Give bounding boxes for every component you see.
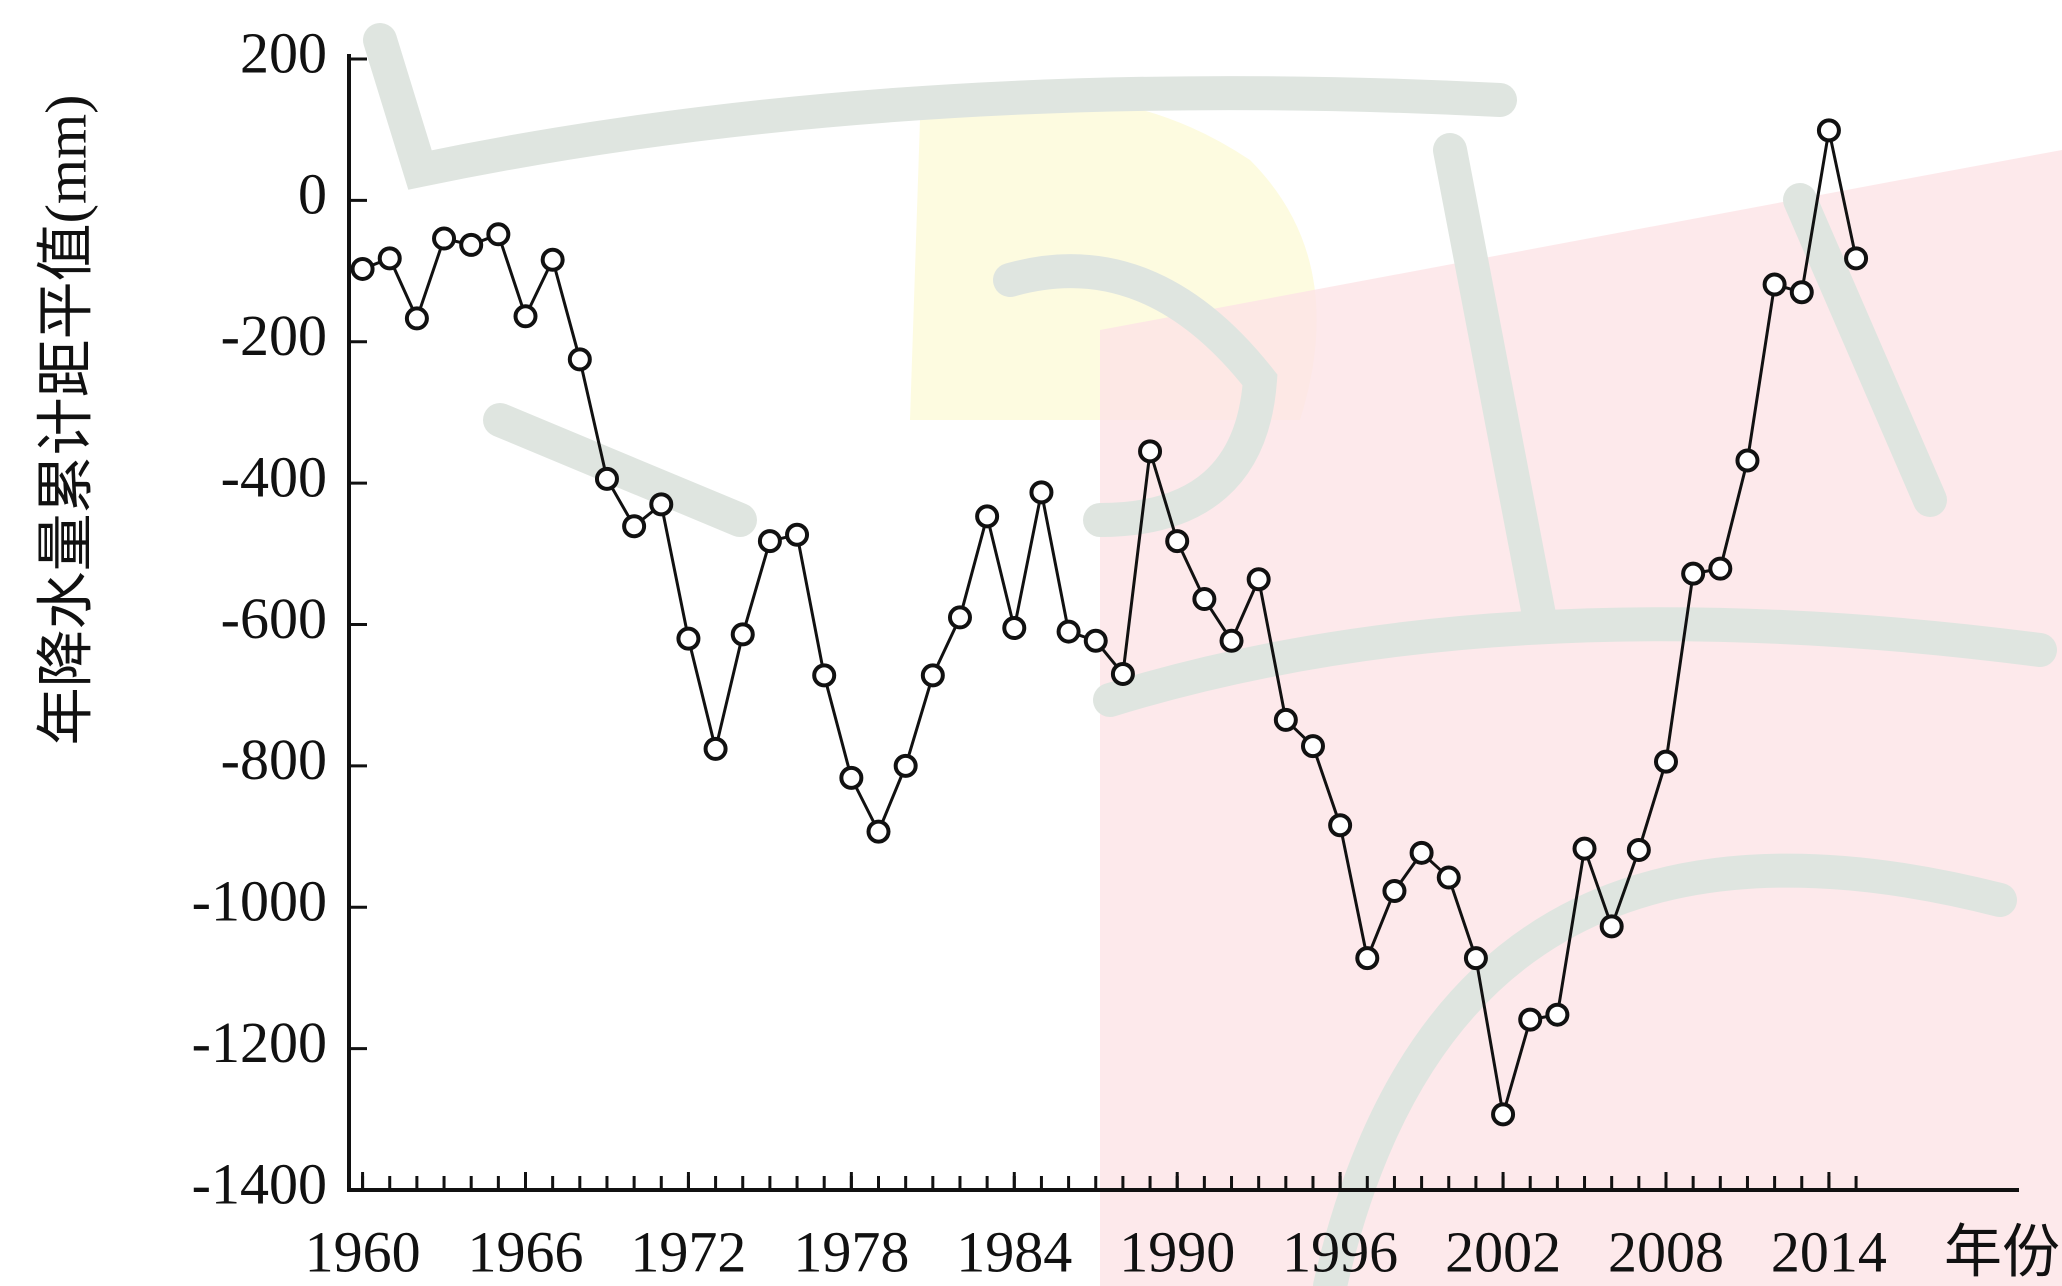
x-tick-label: 1990 — [1119, 1219, 1235, 1284]
data-point — [1656, 752, 1676, 772]
data-point — [1004, 618, 1024, 638]
data-point — [1819, 120, 1839, 140]
data-point — [1737, 451, 1757, 471]
data-point — [869, 822, 889, 842]
data-point — [1167, 531, 1187, 551]
data-point — [760, 531, 780, 551]
y-tick-label: -400 — [221, 444, 327, 509]
data-point — [1493, 1104, 1513, 1124]
data-point — [1113, 664, 1133, 684]
data-point — [461, 235, 481, 255]
x-tick-label: 1984 — [956, 1219, 1072, 1284]
x-tick-label: 1960 — [305, 1219, 421, 1284]
y-tick-label: -200 — [221, 303, 327, 368]
data-point — [814, 665, 834, 685]
data-point — [380, 248, 400, 268]
x-tick-label: 2002 — [1445, 1219, 1561, 1284]
data-point — [434, 229, 454, 249]
data-point — [543, 250, 563, 270]
data-point — [977, 506, 997, 526]
data-point — [353, 259, 373, 279]
data-point — [1222, 631, 1242, 651]
data-point — [1792, 282, 1812, 302]
data-point — [1384, 881, 1404, 901]
data-point — [1602, 916, 1622, 936]
data-point — [706, 739, 726, 759]
data-point — [841, 768, 861, 788]
y-tick-label: 0 — [298, 162, 327, 227]
x-tick-label: 1972 — [630, 1219, 746, 1284]
data-point — [1059, 622, 1079, 642]
data-point — [1547, 1005, 1567, 1025]
data-point — [923, 665, 943, 685]
data-point — [950, 607, 970, 627]
y-tick-label: -1400 — [192, 1151, 327, 1216]
x-axis-label: 年份 — [1944, 1219, 2060, 1284]
data-point — [1710, 559, 1730, 579]
data-point — [1276, 710, 1296, 730]
data-point — [516, 306, 536, 326]
data-point — [1357, 948, 1377, 968]
data-point — [407, 308, 427, 328]
data-point — [1412, 843, 1432, 863]
data-point — [1439, 868, 1459, 888]
data-point — [733, 624, 753, 644]
data-point — [1140, 441, 1160, 461]
x-tick-label: 2014 — [1771, 1219, 1887, 1284]
x-tick-label: 1996 — [1282, 1219, 1398, 1284]
data-point — [896, 756, 916, 776]
data-point — [1575, 839, 1595, 859]
data-point — [1683, 564, 1703, 584]
data-point — [1194, 589, 1214, 609]
y-axis-label: 年降水量累计距平值(mm) — [33, 95, 98, 746]
y-tick-label: -1200 — [192, 1010, 327, 1075]
data-point — [1330, 815, 1350, 835]
data-point — [1249, 569, 1269, 589]
data-point — [1303, 736, 1323, 756]
data-point — [570, 349, 590, 369]
data-point — [1031, 482, 1051, 502]
x-tick-label: 1978 — [793, 1219, 909, 1284]
data-point — [651, 494, 671, 514]
chart: 年降水量累计距平值(mm) 年份 200 0 -200 -400 -600 -800 -10… — [0, 0, 2062, 1286]
data-point — [1629, 840, 1649, 860]
y-tick-label: 200 — [240, 20, 327, 85]
watermark — [380, 40, 2062, 1286]
data-point — [1765, 274, 1785, 294]
x-tick-label: 2008 — [1608, 1219, 1724, 1284]
y-tick-label: -800 — [221, 727, 327, 792]
data-point — [488, 224, 508, 244]
data-point — [787, 525, 807, 545]
data-point — [1466, 948, 1486, 968]
data-point — [1520, 1010, 1540, 1030]
x-tick-label: 1966 — [468, 1219, 584, 1284]
data-point — [1846, 248, 1866, 268]
y-tick-label: -1000 — [192, 869, 327, 934]
y-tick-label: -600 — [221, 586, 327, 651]
data-point — [597, 469, 617, 489]
data-point — [1086, 631, 1106, 651]
data-point — [678, 629, 698, 649]
data-point — [624, 516, 644, 536]
